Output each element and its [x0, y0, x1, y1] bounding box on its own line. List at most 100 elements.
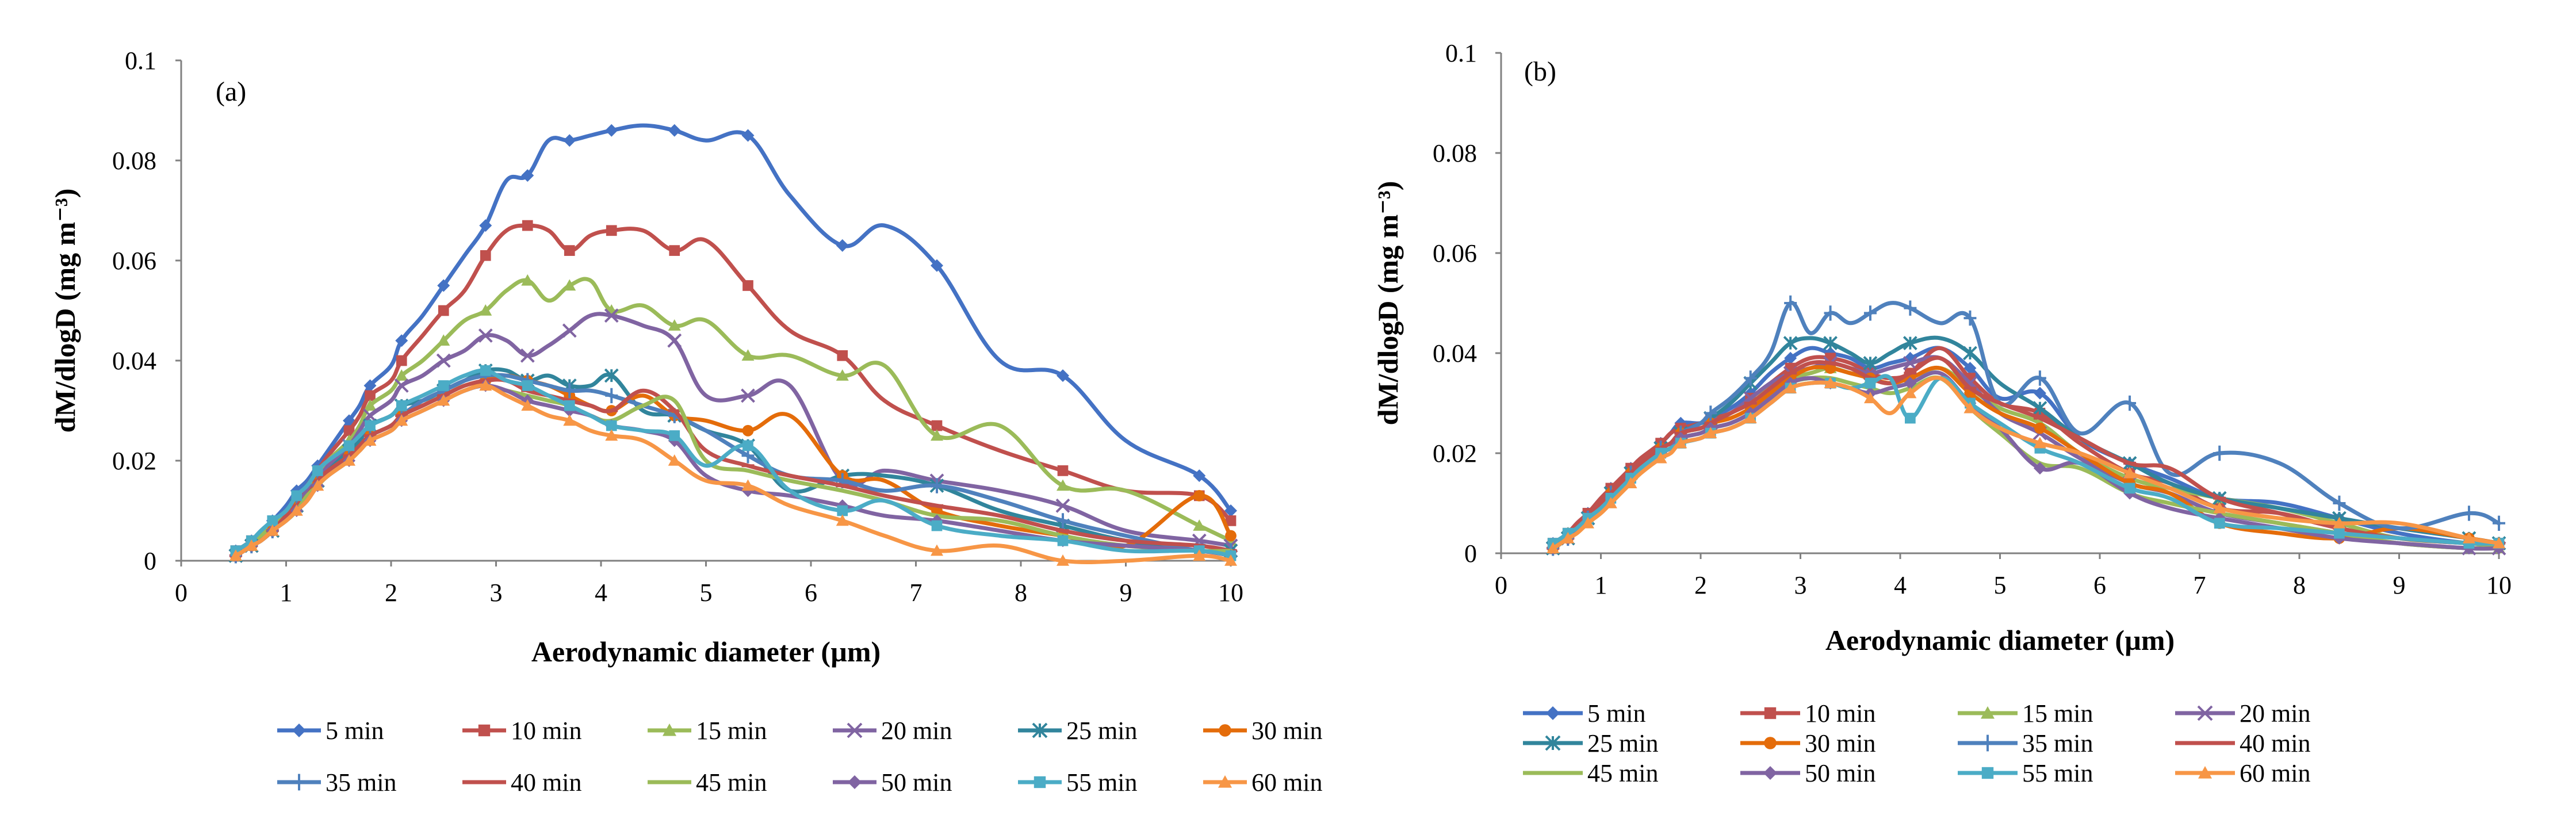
marker-point	[343, 425, 355, 437]
marker-point	[836, 239, 849, 252]
marker-point	[1963, 362, 1977, 375]
marker-point	[521, 399, 534, 411]
legend-item: 5 min	[277, 717, 384, 745]
marker-point	[604, 308, 619, 323]
y-tick-label: 0.06	[1433, 239, 1477, 267]
marker-point	[741, 479, 755, 491]
data-series	[234, 384, 1233, 558]
data-series	[230, 365, 1237, 561]
legend-label: 45 min	[1587, 759, 1658, 787]
marker-point	[2033, 386, 2046, 400]
marker-point	[1963, 346, 1977, 361]
legend-item: 10 min	[1740, 699, 1875, 728]
marker-point	[1218, 775, 1232, 788]
marker-point	[479, 304, 492, 316]
marker-point	[668, 319, 681, 331]
y-tick-label: 0.08	[112, 147, 156, 175]
marker-point	[1744, 370, 1757, 386]
y-tick-label: 0.04	[112, 347, 156, 375]
marker-point	[1546, 706, 1560, 720]
marker-point	[669, 245, 680, 256]
legend-item: 45 min	[648, 768, 767, 797]
marker-point	[1224, 554, 1237, 566]
marker-point	[1863, 392, 1877, 404]
x-tick-label: 9	[2393, 571, 2406, 599]
marker-point	[2334, 527, 2345, 539]
series-line	[234, 223, 1233, 553]
marker-point	[478, 724, 491, 737]
marker-point	[365, 420, 376, 431]
x-tick-label: 0	[1495, 571, 1507, 599]
legend-item: 40 min	[462, 768, 581, 797]
marker-point	[931, 429, 943, 441]
panel-a-chart: 0 0.02 0.04 0.06 0.08 0.1 0 1 2 3 4 5 6 7 8 9 10 Aerodyna…	[49, 47, 1322, 797]
marker-point	[1193, 519, 1206, 531]
y-tick-label: 0	[144, 547, 156, 575]
y-tick-label: 0.1	[125, 47, 156, 75]
marker-point	[395, 414, 408, 426]
legend-label: 10 min	[511, 717, 581, 745]
marker-point	[1581, 516, 1594, 529]
marker-point	[1981, 767, 1994, 779]
marker-point	[1057, 535, 1069, 546]
marker-point	[437, 279, 450, 292]
marker-point	[564, 245, 575, 256]
legend-label: 55 min	[2022, 759, 2093, 787]
marker-point	[395, 369, 408, 381]
marker-point	[1225, 530, 1237, 542]
legend-label: 30 min	[1251, 717, 1322, 745]
legend-label: 60 min	[1251, 768, 1322, 797]
marker-point	[931, 259, 943, 272]
marker-point	[1824, 305, 1837, 321]
marker-point	[2493, 515, 2505, 531]
marker-point	[521, 169, 534, 182]
marker-point	[436, 353, 451, 368]
legend-label: 30 min	[1805, 729, 1875, 757]
legend-item: 30 min	[1740, 729, 1875, 757]
marker-point	[836, 514, 849, 526]
marker-point	[1784, 295, 1797, 311]
x-tick-label: 2	[1694, 571, 1707, 599]
marker-point	[291, 490, 303, 502]
marker-point	[1903, 355, 1917, 370]
legend-item: 30 min	[1203, 717, 1322, 745]
marker-point	[395, 334, 408, 347]
marker-point	[1057, 513, 1069, 529]
marker-point	[1784, 381, 1797, 393]
legend-item: 55 min	[1018, 768, 1137, 797]
y-tick-label: 0.08	[1433, 139, 1477, 167]
legend-label: 50 min	[881, 768, 952, 797]
legend-label: 60 min	[2240, 759, 2310, 787]
legend-item: 20 min	[2175, 699, 2310, 728]
legend-item: 45 min	[1523, 759, 1658, 787]
series-line	[1551, 376, 2501, 550]
x-axis-label: Aerodynamic diameter (µm)	[531, 636, 881, 668]
marker-point	[2033, 437, 2046, 449]
marker-point	[478, 328, 493, 343]
marker-point	[1904, 300, 1917, 316]
marker-point	[1561, 531, 1575, 543]
x-tick-label: 2	[385, 579, 397, 607]
y-tick-label: 0.02	[1433, 439, 1477, 468]
marker-point	[522, 220, 533, 231]
marker-point	[1057, 479, 1069, 491]
marker-point	[1219, 724, 1231, 737]
legend-label: 50 min	[1805, 759, 1875, 787]
series-line	[1551, 335, 2501, 550]
marker-point	[343, 454, 355, 466]
marker-point	[1863, 305, 1877, 321]
marker-point	[837, 350, 848, 361]
legend-item: 35 min	[1958, 729, 2093, 757]
marker-point	[563, 414, 576, 426]
legend-item: 60 min	[1203, 768, 1322, 797]
y-tick-label: 0.04	[1433, 339, 1477, 368]
marker-point	[931, 478, 943, 493]
y-tick-label: 0	[1464, 539, 1477, 568]
marker-point	[245, 539, 258, 551]
marker-point	[931, 544, 943, 556]
marker-point	[2213, 502, 2226, 514]
x-tick-label: 10	[2486, 571, 2512, 599]
marker-point	[2123, 395, 2137, 411]
marker-point	[1863, 355, 1878, 370]
legend-label: 10 min	[1805, 699, 1875, 728]
